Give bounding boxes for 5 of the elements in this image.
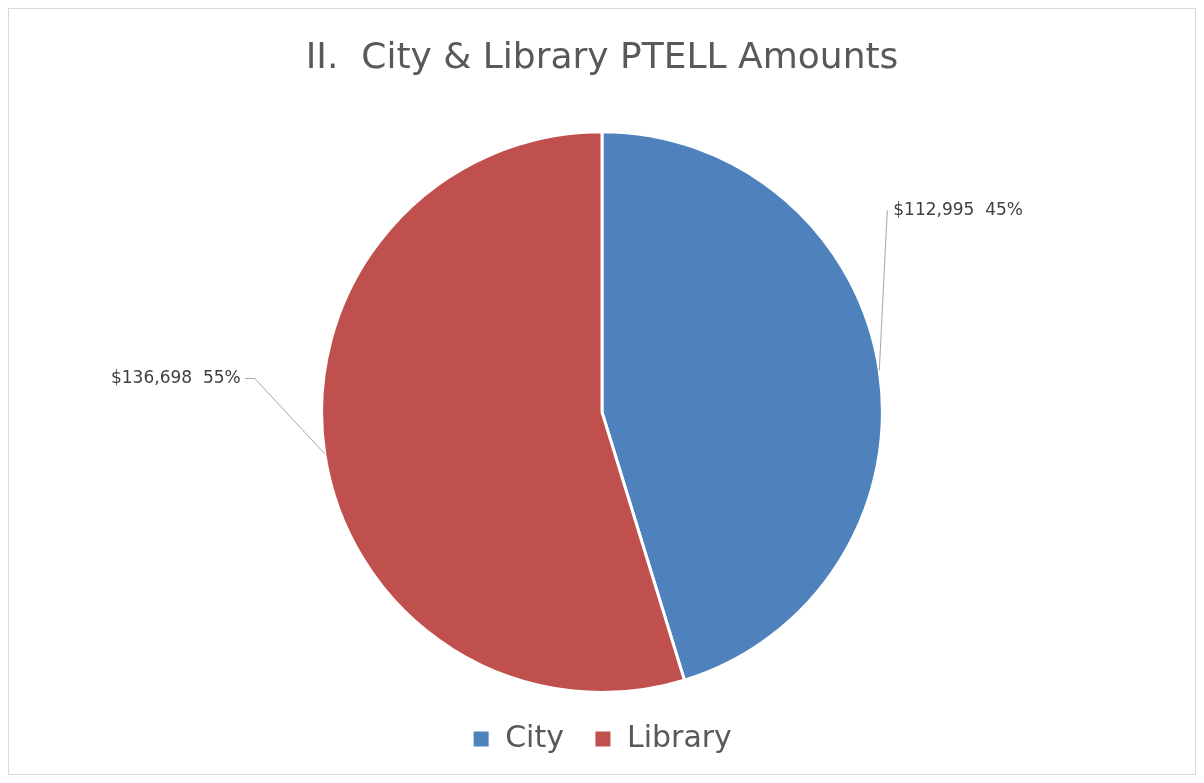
data-label: $112,995 45% <box>893 198 1024 219</box>
chart-title: II. City & Library PTELL Amounts <box>305 34 899 76</box>
legend-label: Library <box>626 718 732 754</box>
legend-label: City <box>505 718 564 754</box>
data-label: $136,698 55% <box>110 366 241 387</box>
